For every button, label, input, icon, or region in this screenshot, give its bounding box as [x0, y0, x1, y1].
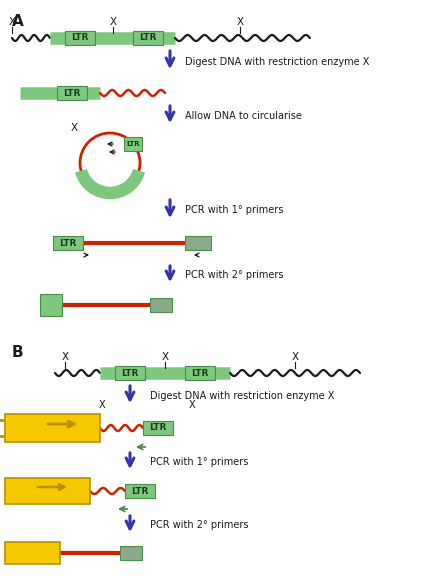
Text: X: X [61, 352, 69, 362]
Text: X: X [109, 17, 117, 27]
FancyBboxPatch shape [120, 546, 142, 560]
FancyBboxPatch shape [115, 366, 145, 380]
Text: LTR: LTR [121, 369, 139, 377]
FancyBboxPatch shape [124, 137, 142, 151]
Text: LTR: LTR [59, 238, 77, 248]
Text: X: X [98, 400, 105, 410]
Text: LTR: LTR [149, 423, 167, 433]
Text: PCR with 1° primers: PCR with 1° primers [150, 457, 248, 467]
Text: X: X [189, 400, 195, 410]
Text: LTR: LTR [126, 141, 140, 147]
Text: Allow DNA to circularise: Allow DNA to circularise [185, 111, 302, 121]
Text: PCR with 2° primers: PCR with 2° primers [185, 270, 283, 280]
Text: LTR: LTR [131, 487, 149, 495]
FancyBboxPatch shape [185, 366, 215, 380]
Text: Digest DNA with restriction enzyme X: Digest DNA with restriction enzyme X [185, 57, 369, 67]
FancyBboxPatch shape [125, 484, 155, 498]
FancyBboxPatch shape [143, 421, 173, 435]
FancyBboxPatch shape [5, 542, 60, 564]
Text: X: X [236, 17, 244, 27]
Text: Digest DNA with restriction enzyme X: Digest DNA with restriction enzyme X [150, 391, 334, 401]
Text: B: B [12, 345, 24, 360]
FancyBboxPatch shape [5, 414, 100, 442]
FancyBboxPatch shape [53, 236, 83, 250]
Text: LTR: LTR [71, 33, 89, 43]
Text: A: A [12, 14, 24, 29]
Text: X: X [162, 352, 168, 362]
FancyBboxPatch shape [40, 294, 62, 316]
Text: X: X [70, 123, 78, 133]
FancyBboxPatch shape [5, 478, 90, 504]
Text: X: X [292, 352, 299, 362]
Text: PCR with 2° primers: PCR with 2° primers [150, 520, 248, 530]
FancyBboxPatch shape [185, 236, 211, 250]
Text: X: X [9, 17, 16, 27]
Text: PCR with 1° primers: PCR with 1° primers [185, 205, 283, 215]
Text: LTR: LTR [139, 33, 157, 43]
FancyBboxPatch shape [65, 31, 95, 45]
FancyBboxPatch shape [57, 86, 87, 100]
Text: LTR: LTR [191, 369, 209, 377]
FancyBboxPatch shape [133, 31, 163, 45]
FancyBboxPatch shape [150, 298, 172, 312]
Text: LTR: LTR [64, 89, 81, 97]
